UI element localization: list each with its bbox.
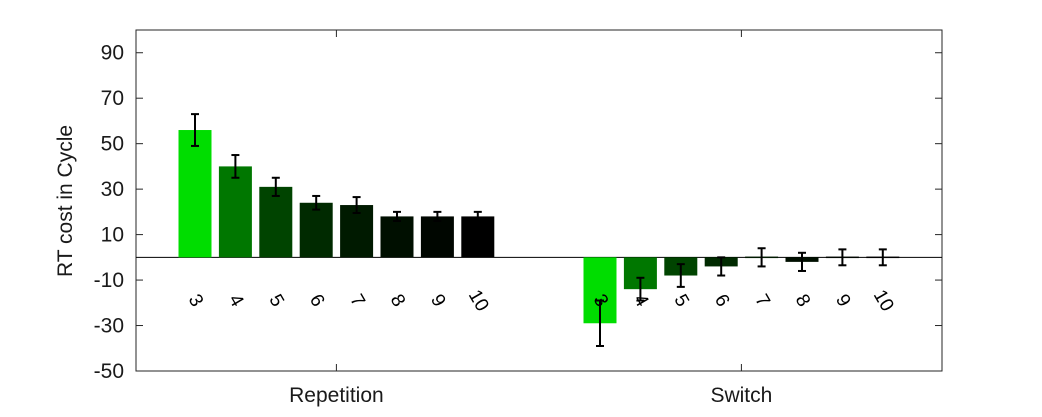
y-tick-label: 70 xyxy=(101,87,124,110)
x-axis: Repetition Switch xyxy=(289,30,772,407)
bar-repetition-8 xyxy=(380,216,414,258)
y-tick-label: 90 xyxy=(101,42,124,65)
y-tick-label: 50 xyxy=(101,133,124,156)
bar-repetition-10 xyxy=(461,216,495,258)
x-group-label: Repetition xyxy=(289,384,384,407)
bar-repetition-5 xyxy=(259,186,293,258)
y-axis: -50 -30 -10 10 30 50 70 90 xyxy=(94,42,942,383)
y-tick-label: -50 xyxy=(94,360,124,383)
x-group-label: Switch xyxy=(710,384,772,407)
y-axis-title: RT cost in Cycle xyxy=(54,125,77,277)
y-tick-label: 10 xyxy=(101,224,124,247)
bar-repetition-6 xyxy=(299,202,333,258)
y-tick-label: -10 xyxy=(94,269,124,292)
bar-repetition-9 xyxy=(420,216,454,258)
y-tick-label: -30 xyxy=(94,315,124,338)
bar-repetition-4 xyxy=(218,166,252,258)
bar-repetition-3 xyxy=(178,130,212,258)
plot-area xyxy=(135,29,943,372)
y-tick-label: 30 xyxy=(101,178,124,201)
error-bars xyxy=(191,113,887,347)
